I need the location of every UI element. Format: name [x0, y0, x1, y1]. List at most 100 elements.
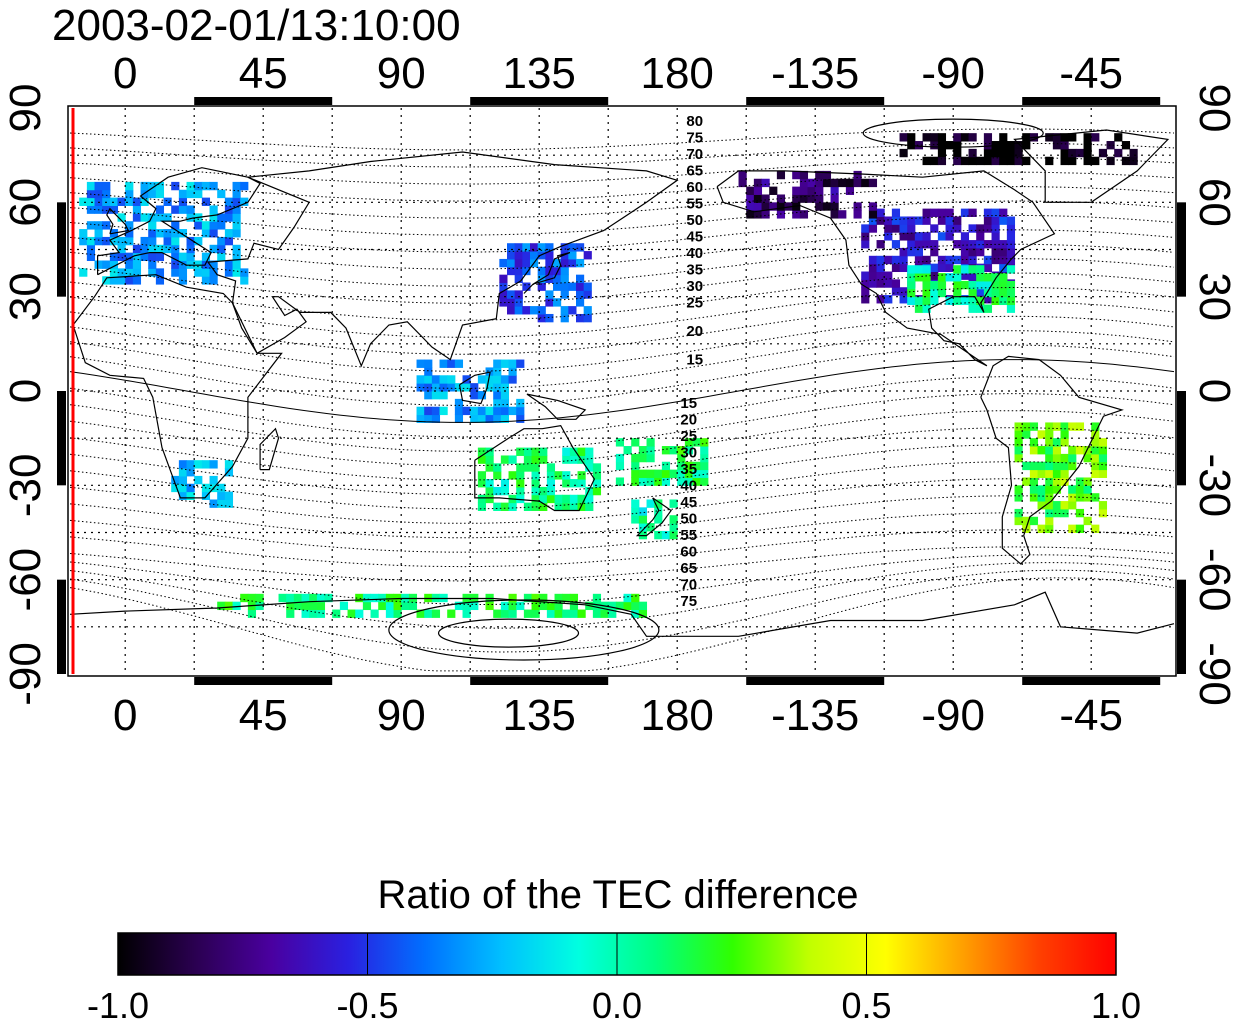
data-cell-south-america — [1052, 446, 1062, 455]
data-cell-europe — [186, 236, 195, 246]
data-cell-north-america — [945, 208, 954, 217]
data-cell-north-america — [891, 240, 901, 249]
data-cell-antarctic-coast — [286, 593, 295, 603]
data-cell-pacific — [615, 461, 625, 471]
data-cell-antarctic-coast — [293, 593, 303, 603]
data-cell-east-asia — [514, 266, 523, 276]
data-cell-alaska — [769, 202, 778, 211]
data-cell-east-asia — [507, 306, 516, 315]
data-cell-australia — [546, 486, 556, 496]
data-cell-se-asia — [485, 414, 494, 423]
data-cell-arctic — [960, 156, 970, 166]
data-cell-north-america — [953, 240, 962, 249]
data-cell-europe — [117, 252, 126, 262]
data-cell-south-america — [1045, 453, 1054, 463]
data-cell-arctic — [937, 148, 947, 158]
data-cell-arctic — [1014, 156, 1023, 166]
data-cell-east-asia — [545, 290, 554, 299]
data-cell-south-america — [1091, 469, 1100, 478]
data-cell-europe — [163, 213, 172, 222]
data-cell-europe — [132, 268, 142, 277]
data-cell-south-america — [1045, 461, 1054, 471]
data-cell-antarctic-coast — [485, 601, 494, 611]
data-cell-antarctic-coast — [500, 601, 510, 611]
data-cell-south-america — [1014, 438, 1023, 447]
data-cell-alaska — [807, 178, 816, 188]
data-cell-antarctic-coast — [401, 601, 410, 611]
data-cell-alaska — [830, 194, 839, 203]
data-cell-us-south — [983, 304, 993, 313]
data-cell-australia — [531, 479, 540, 488]
data-cell-north-america — [1006, 224, 1016, 233]
data-cell-south-america — [1091, 493, 1100, 502]
data-cell-south-africa — [224, 460, 234, 469]
data-cell-antarctic-coast — [232, 601, 241, 611]
data-cell-se-asia — [477, 375, 487, 384]
colorbar-tick-labels: -1.0 -0.5 0.0 0.5 1.0 — [87, 933, 1141, 1024]
data-cell-south-america — [1068, 453, 1077, 463]
data-cell-se-asia — [416, 383, 425, 392]
data-cell-australia — [592, 463, 602, 472]
data-cell-antarctic-coast — [462, 609, 471, 618]
data-cell-south-america — [1083, 477, 1092, 486]
data-cell-arctic — [1098, 148, 1108, 158]
data-cell-south-america — [1060, 430, 1069, 439]
data-cell-east-asia — [560, 258, 569, 268]
data-cell-north-america — [884, 232, 893, 241]
data-cell-alaska — [792, 186, 801, 195]
data-cell-europe — [201, 181, 211, 191]
data-cell-australia — [546, 494, 556, 504]
coastline-asia — [206, 151, 679, 368]
data-cell-se-asia — [454, 359, 464, 368]
data-cell-europe — [148, 229, 157, 238]
coastline-europe — [97, 167, 261, 276]
data-cell-north-america — [922, 208, 931, 217]
data-cell-alaska — [807, 194, 816, 203]
data-cell-antarctic-coast — [286, 601, 295, 611]
data-cell-pacific — [638, 469, 648, 478]
data-cell-east-asia — [522, 306, 531, 315]
data-cell-arctic — [1114, 148, 1123, 158]
data-cell-europe — [232, 268, 241, 277]
data-cell-us-south — [983, 280, 993, 290]
data-cell-north-america — [953, 255, 962, 265]
data-cell-europe — [102, 276, 111, 285]
right-tick-0: 0 — [1190, 379, 1239, 403]
data-cell-south-africa — [224, 499, 234, 508]
data-cell-south-africa — [217, 483, 226, 493]
data-cell-se-asia — [516, 398, 525, 408]
data-cell-south-america — [1029, 422, 1039, 431]
top-lon-tick-labels: 0 45 90 135 180 -135 -90 -45 — [113, 49, 1123, 98]
data-cell-europe — [232, 229, 241, 238]
data-cell-north-america — [861, 232, 870, 241]
data-cell-south-america — [1052, 485, 1062, 494]
data-cell-antarctic-coast — [523, 609, 533, 618]
data-cell-north-america — [899, 295, 908, 304]
data-cell-alaska — [815, 186, 824, 195]
data-cell-europe — [209, 244, 218, 254]
data-cell-north-america — [861, 287, 870, 296]
contour-label-s70: 70 — [680, 577, 697, 594]
data-cell-south-america — [1029, 446, 1039, 455]
data-cell-antarctic-coast — [447, 609, 456, 618]
data-cell-east-asia — [545, 313, 554, 323]
coastline-antarctica — [69, 591, 1175, 637]
data-cell-australia — [539, 486, 548, 496]
data-cell-alaska — [830, 210, 839, 219]
data-cell-north-america — [976, 224, 985, 233]
data-cell-us-south — [983, 288, 993, 298]
data-cell-antarctic-coast — [255, 593, 264, 603]
data-cell-north-america — [999, 247, 1008, 257]
data-cell-europe — [125, 252, 134, 262]
data-cell-north-america — [884, 255, 893, 265]
right-tick--90: -90 — [1190, 642, 1239, 706]
data-cell-se-asia — [493, 406, 502, 416]
data-cell-new-zealand — [638, 507, 648, 516]
data-cell-pacific — [654, 477, 663, 486]
data-cell-alaska — [830, 178, 839, 188]
data-cell-europe — [109, 268, 119, 277]
data-cell-se-asia — [516, 359, 525, 368]
data-cell-europe — [209, 276, 218, 285]
data-cell-se-asia — [424, 367, 433, 376]
data-cell-pacific — [646, 438, 655, 447]
